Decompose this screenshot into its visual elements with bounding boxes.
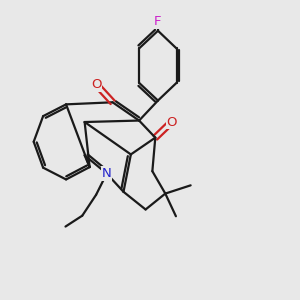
- Text: O: O: [166, 116, 177, 128]
- Text: O: O: [91, 78, 102, 91]
- Text: N: N: [102, 167, 112, 180]
- Text: F: F: [154, 15, 162, 28]
